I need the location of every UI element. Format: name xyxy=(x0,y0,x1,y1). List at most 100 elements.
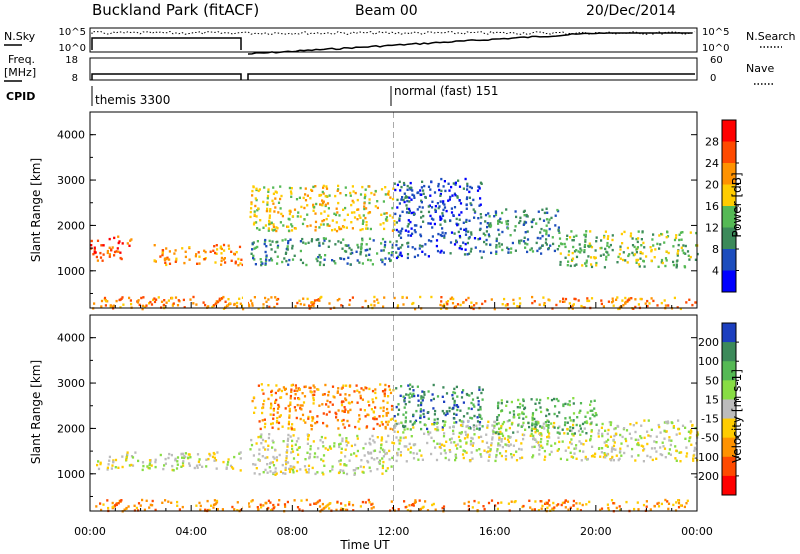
power-colorbar-label: Power [dB] xyxy=(730,172,744,237)
colorbar-swatch xyxy=(722,249,736,271)
freq-tick-bottom: 8 xyxy=(72,73,78,84)
data-gap xyxy=(243,112,249,308)
heatmap-band xyxy=(96,451,242,472)
freq-left-unit: [MHz] xyxy=(4,66,36,79)
time-x-label: Time UT xyxy=(339,538,390,552)
y-tick-label: 2000 xyxy=(57,422,85,435)
heatmap-band xyxy=(95,498,689,513)
nave-label: Nave xyxy=(746,62,774,75)
cpid-segment-a: themis 3300 xyxy=(95,93,170,107)
colorbar-tick-label: 15 xyxy=(705,393,719,406)
noise-left-tick-top: 10^5 xyxy=(59,27,86,38)
noise-search-trace xyxy=(91,30,696,36)
colorbar-swatch xyxy=(722,206,736,228)
date-title: 20/Dec/2014 xyxy=(586,3,676,19)
colorbar-tick-label: 100 xyxy=(698,355,719,368)
x-tick-label: 00:00 xyxy=(681,525,713,538)
colorbar-tick-label: 24 xyxy=(705,157,719,170)
cpid-segment-b: normal (fast) 151 xyxy=(394,84,498,98)
colorbar-tick-label: -200 xyxy=(694,470,719,483)
velocity-y-ticks: 1000 2000 3000 4000 xyxy=(57,332,697,511)
velocity-panel-frame xyxy=(89,314,698,512)
heatmap-band xyxy=(393,383,484,431)
heatmap-band xyxy=(393,177,483,260)
power-colorbar: 28 24 20 16 12 8 4 xyxy=(705,119,739,293)
colorbar-tick-label: 12 xyxy=(705,222,719,235)
heatmap-band xyxy=(251,383,395,431)
y-tick-label: 4000 xyxy=(57,129,85,142)
y-tick-label: 4000 xyxy=(57,332,85,345)
nave-tick-top: 60 xyxy=(710,55,723,66)
noise-sky-trace-b xyxy=(247,32,692,55)
colorbar-swatch xyxy=(722,227,736,250)
freq-trace-a xyxy=(91,73,242,80)
colorbar-swatch xyxy=(722,184,736,207)
noise-right-tick-bottom: 10^0 xyxy=(702,43,729,54)
x-tick-label: 20:00 xyxy=(580,525,612,538)
y-tick-label: 1000 xyxy=(57,468,85,481)
heatmap-band xyxy=(558,230,699,269)
colorbar-swatch xyxy=(722,380,736,400)
power-y-label: Slant Range [km] xyxy=(29,158,43,262)
velocity-y-label: Slant Range [km] xyxy=(29,360,43,464)
velocity-heatmap xyxy=(95,315,700,513)
x-tick-label: 08:00 xyxy=(276,525,308,538)
heatmap-band xyxy=(494,397,598,436)
heatmap-band xyxy=(249,433,396,476)
y-tick-label: 1000 xyxy=(57,265,85,278)
x-tick-label: 16:00 xyxy=(479,525,511,538)
noise-panel: N.Sky 10^5 10^0 10^5 10^0 N.Search xyxy=(4,27,796,55)
colorbar-tick-label: 28 xyxy=(705,136,719,149)
power-panel-frame xyxy=(89,111,698,309)
colorbar-swatch xyxy=(722,437,736,458)
station-title: Buckland Park (fitACF) xyxy=(92,1,259,19)
colorbar-tick-label: -50 xyxy=(701,432,719,445)
power-panel: 1000 2000 3000 4000 Slant Range [km] 28 24 20… xyxy=(29,111,744,311)
nave-tick-bottom: 0 xyxy=(710,73,716,84)
freq-left-label: Freq. xyxy=(8,53,35,66)
noise-left-label: N.Sky xyxy=(4,30,36,43)
colorbar-tick-label: 20 xyxy=(705,179,719,192)
colorbar-swatch xyxy=(722,342,736,362)
colorbar-swatch xyxy=(722,399,736,420)
colorbar-swatch xyxy=(722,418,736,439)
colorbar-swatch xyxy=(722,361,736,381)
x-tick-label: 04:00 xyxy=(175,525,207,538)
beam-title: Beam 00 xyxy=(355,3,418,19)
heatmap-band xyxy=(482,207,560,255)
colorbar-tick-label: 50 xyxy=(705,374,719,387)
colorbar-tick-label: 4 xyxy=(712,265,719,278)
heatmap-band xyxy=(90,235,133,262)
colorbar-swatch xyxy=(722,163,736,185)
freq-tick-top: 18 xyxy=(65,55,78,66)
heatmap-band xyxy=(250,237,394,267)
colorbar-swatch xyxy=(722,475,736,496)
velocity-colorbar: 200 100 50 15 -15 -50 -100 -200 xyxy=(694,322,739,496)
cpid-label: CPID xyxy=(6,90,35,103)
heatmap-band xyxy=(249,184,396,233)
colorbar-tick-label: -15 xyxy=(701,413,719,426)
velocity-colorbar-label: Velocity [m s-1] xyxy=(730,369,744,463)
y-tick-label: 3000 xyxy=(57,174,85,187)
colorbar-tick-label: 200 xyxy=(698,336,719,349)
colorbar-swatch xyxy=(722,323,736,343)
x-tick-label: 00:00 xyxy=(74,525,106,538)
noise-sky-trace-a xyxy=(91,37,242,50)
frequency-panel-frame xyxy=(89,57,698,81)
x-tick-label: 12:00 xyxy=(378,525,410,538)
colorbar-tick-label: 16 xyxy=(705,200,719,213)
colorbar-swatch xyxy=(722,270,736,293)
freq-trace-b xyxy=(247,73,695,80)
colorbar-swatch xyxy=(722,141,736,164)
noise-panel-frame xyxy=(89,27,698,53)
power-y-ticks: 1000 2000 3000 4000 xyxy=(57,129,697,308)
heatmap-band xyxy=(153,243,244,267)
data-gap xyxy=(243,315,249,511)
y-tick-label: 2000 xyxy=(57,219,85,232)
noise-right-tick-top: 10^5 xyxy=(702,27,729,38)
power-heatmap xyxy=(90,112,699,311)
time-x-ticks: 00:00 04:00 08:00 12:00 16:00 20:00 00:00 xyxy=(74,525,713,538)
noise-right-label: N.Search xyxy=(746,30,796,43)
